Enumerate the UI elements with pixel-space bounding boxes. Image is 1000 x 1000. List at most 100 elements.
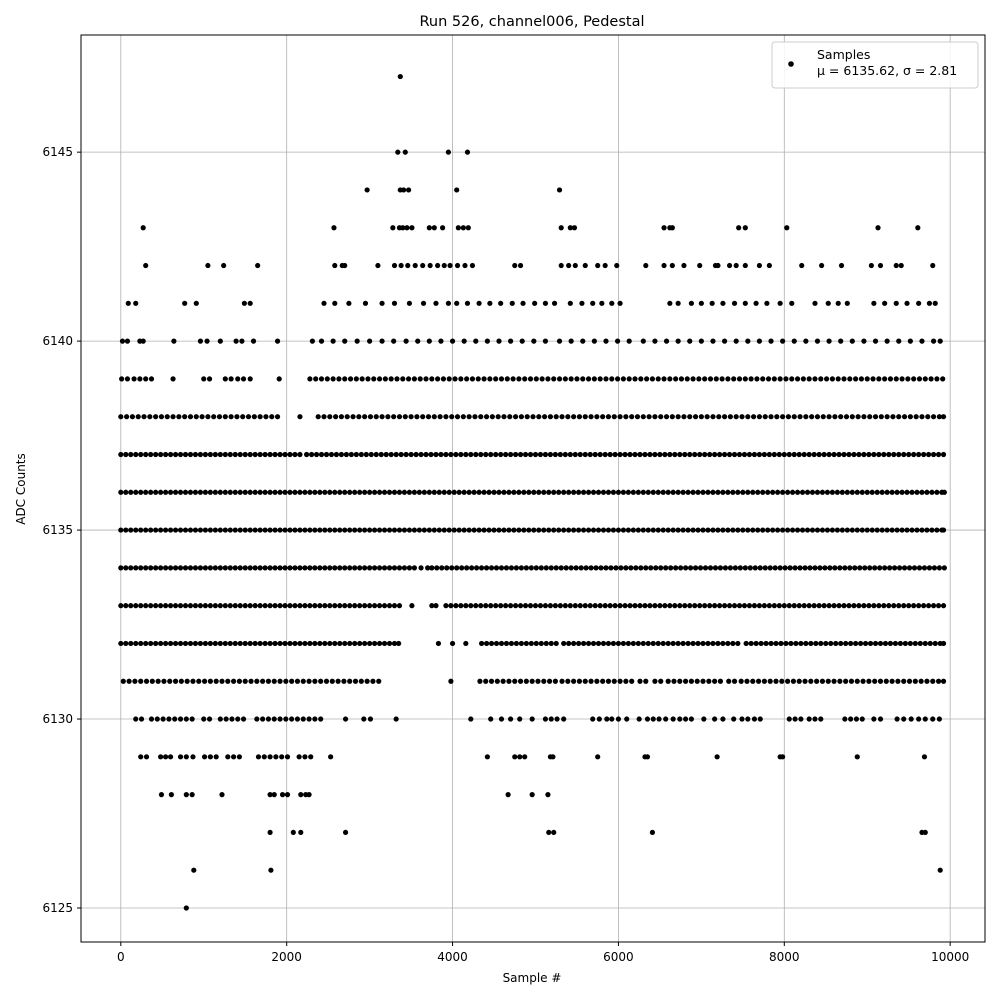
data-point	[440, 376, 447, 382]
data-point	[559, 678, 565, 684]
data-point	[128, 489, 134, 495]
data-point	[940, 451, 947, 458]
data-point	[571, 527, 577, 533]
data-point	[547, 603, 554, 609]
data-point	[768, 338, 774, 344]
data-point	[736, 225, 742, 231]
data-point	[818, 716, 824, 722]
data-point	[655, 640, 661, 647]
data-point	[138, 678, 144, 684]
data-point	[347, 678, 353, 684]
data-point	[221, 262, 227, 269]
data-point	[433, 603, 439, 609]
data-point	[290, 829, 296, 836]
x-tick-label: 10000	[931, 950, 969, 964]
data-point	[682, 603, 688, 609]
data-point	[731, 678, 738, 684]
data-point	[409, 225, 415, 231]
data-point	[512, 262, 518, 269]
data-point	[541, 527, 547, 533]
data-point	[267, 603, 273, 609]
data-point	[687, 565, 694, 571]
data-point	[837, 565, 843, 571]
data-point	[867, 414, 873, 420]
data-point	[819, 527, 826, 533]
data-point	[172, 678, 179, 684]
data-point	[688, 678, 695, 684]
data-point	[806, 376, 812, 382]
data-point	[892, 565, 898, 571]
data-point	[500, 678, 506, 684]
data-point	[608, 565, 614, 571]
data-point	[306, 716, 312, 722]
data-point	[376, 376, 383, 382]
data-point	[870, 376, 876, 382]
data-point	[454, 187, 460, 193]
data-point	[446, 489, 452, 495]
data-point	[252, 603, 258, 609]
data-point	[612, 603, 618, 609]
data-point	[332, 489, 338, 495]
data-point	[531, 338, 537, 344]
data-point	[898, 262, 904, 269]
data-point	[306, 678, 312, 684]
data-point	[318, 376, 325, 382]
data-point	[483, 451, 489, 458]
data-point	[183, 792, 189, 798]
data-point	[441, 262, 447, 269]
data-point	[665, 489, 671, 495]
data-point	[739, 716, 745, 722]
data-point	[657, 603, 663, 609]
data-point	[825, 678, 831, 684]
data-point	[786, 716, 792, 722]
data-point	[765, 527, 771, 533]
data-point	[647, 603, 653, 609]
data-point	[254, 716, 260, 722]
y-tick-label: 6140	[42, 334, 73, 348]
data-point	[297, 565, 303, 571]
data-point	[572, 262, 578, 269]
data-point	[237, 489, 243, 495]
data-point	[298, 829, 304, 836]
data-point	[750, 489, 756, 495]
data-point	[376, 603, 383, 609]
data-point	[551, 489, 557, 495]
data-point	[197, 489, 204, 495]
data-point	[308, 754, 314, 760]
data-point	[658, 565, 664, 571]
data-point	[788, 640, 794, 647]
data-point	[158, 640, 164, 647]
data-point	[909, 489, 915, 495]
data-point	[846, 603, 852, 609]
data-point	[537, 603, 544, 609]
data-point	[367, 640, 373, 647]
data-point	[649, 376, 656, 382]
data-point	[746, 603, 753, 609]
data-point	[484, 754, 490, 760]
data-point	[751, 451, 758, 458]
data-point	[777, 376, 783, 382]
data-point	[477, 678, 483, 684]
data-point	[765, 376, 772, 382]
data-point	[435, 376, 441, 382]
data-point	[919, 338, 925, 344]
data-point	[476, 527, 482, 533]
data-point	[267, 527, 273, 533]
data-point	[512, 754, 518, 760]
data-point	[257, 489, 263, 495]
data-point	[177, 754, 184, 760]
data-point	[726, 678, 732, 684]
data-point	[869, 527, 875, 533]
data-point	[814, 414, 821, 420]
data-point	[577, 603, 583, 609]
data-point	[814, 489, 821, 495]
data-point	[635, 489, 641, 495]
data-point	[748, 640, 754, 647]
data-point	[273, 754, 279, 760]
data-point	[663, 565, 669, 571]
data-point	[240, 716, 247, 722]
data-point	[341, 678, 347, 684]
data-point	[640, 489, 646, 495]
data-point	[227, 565, 233, 571]
data-point	[367, 527, 373, 533]
